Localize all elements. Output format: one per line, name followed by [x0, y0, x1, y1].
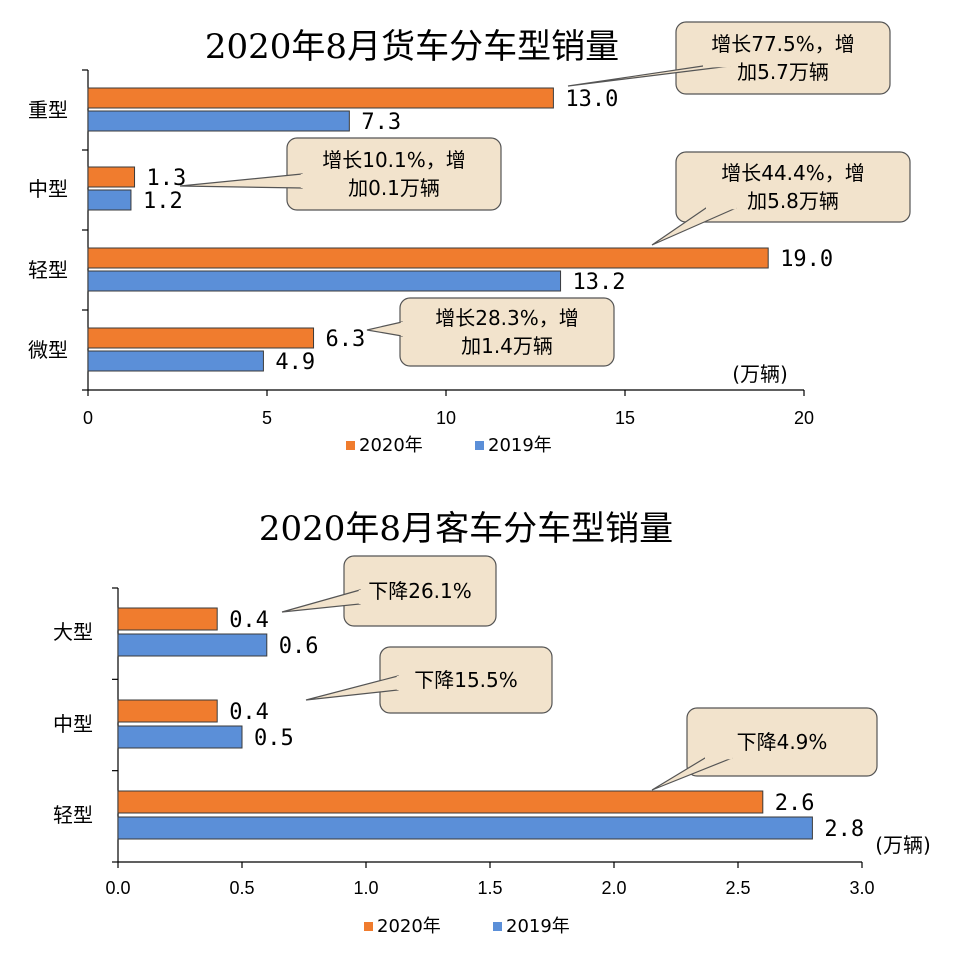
category-label: 重型	[28, 98, 68, 122]
legend-swatch	[493, 922, 502, 931]
chart-title: 2020年8月货车分车型销量	[205, 27, 619, 67]
bar-2020	[87, 87, 554, 109]
data-label: 19.0	[780, 247, 833, 272]
x-tick-label: 2.0	[601, 878, 626, 898]
category-label: 中型	[53, 712, 93, 736]
x-tick-label: 0	[83, 408, 93, 428]
category-label: 中型	[28, 177, 68, 201]
bar-2020	[87, 247, 769, 269]
data-label: 4.9	[275, 350, 315, 375]
callout: 下降4.9%	[651, 707, 878, 791]
bar-2020	[87, 327, 315, 349]
callout: 增长77.5%，增加5.7万辆	[567, 21, 891, 95]
data-label: 0.5	[254, 726, 294, 751]
bar-2019	[87, 350, 264, 372]
callout-text: 增长44.4%，增	[721, 161, 865, 185]
bar-2020	[87, 166, 136, 188]
callout-text: 加0.1万辆	[348, 176, 440, 200]
callout-box	[675, 21, 891, 95]
unit-label: (万辆)	[732, 362, 788, 386]
bus-sales-chart: 2020年8月客车分车型销量 0.0 0.5 1.0 1.5 2.0 2.5 3.0 大型中型轻…	[53, 509, 931, 937]
bar-2019	[117, 633, 268, 657]
data-label: 2.8	[824, 817, 864, 842]
legend-swatch	[475, 441, 484, 450]
data-label: 0.4	[229, 608, 269, 633]
legend-label: 2020年	[377, 916, 441, 937]
x-tick-label: 5	[262, 408, 272, 428]
data-label: 2.6	[775, 791, 815, 816]
callout: 下降15.5%	[305, 646, 553, 714]
callout-box	[686, 707, 878, 777]
data-label: 13.2	[573, 270, 626, 295]
data-label: 1.3	[147, 166, 187, 191]
data-label: 7.3	[361, 110, 401, 135]
callout-pointer	[366, 321, 403, 337]
x-tick-label: 1.0	[353, 878, 378, 898]
x-tick-label: 0.5	[229, 878, 254, 898]
x-tick-label: 0.0	[105, 878, 130, 898]
data-label: 6.3	[326, 327, 366, 352]
data-label: 0.4	[229, 700, 269, 725]
x-tick-label: 15	[615, 408, 635, 428]
callout-box	[286, 137, 502, 211]
callout-box	[379, 646, 553, 714]
legend-swatch	[364, 922, 373, 931]
callout-text: 下降15.5%	[414, 668, 518, 692]
bar-2019	[117, 725, 243, 749]
category-label: 轻型	[28, 258, 68, 282]
bar-2020	[117, 699, 218, 723]
bar-2019	[87, 189, 132, 211]
x-tick-label: 10	[436, 408, 456, 428]
callout-text: 加1.4万辆	[461, 334, 553, 358]
callout-text: 下降26.1%	[368, 579, 472, 603]
callout-text: 增长10.1%，增	[322, 148, 466, 172]
bar-2020	[117, 607, 218, 631]
callout-pointer	[179, 173, 303, 189]
x-tick-label: 2.5	[725, 878, 750, 898]
legend-label: 2020年	[359, 435, 423, 456]
bar-2020	[117, 790, 764, 814]
callout: 增长28.3%，增加1.4万辆	[366, 297, 615, 367]
callout: 增长44.4%，增加5.8万辆	[651, 151, 911, 246]
chart-title: 2020年8月客车分车型销量	[259, 509, 673, 549]
category-label: 微型	[28, 338, 68, 362]
legend-swatch	[346, 441, 355, 450]
bar-2019	[117, 816, 813, 840]
category-label: 大型	[53, 620, 93, 644]
callout: 增长10.1%，增加0.1万辆	[179, 137, 502, 211]
callout: 下降26.1%	[281, 555, 497, 627]
callout-text: 增长28.3%，增	[435, 306, 579, 330]
callout-box	[675, 151, 911, 223]
callout-text: 增长77.5%，增	[711, 32, 855, 56]
x-tick-label: 1.5	[477, 878, 502, 898]
callout-text: 加5.7万辆	[737, 60, 829, 84]
callout-text: 加5.8万辆	[747, 189, 839, 213]
legend-label: 2019年	[506, 916, 570, 937]
unit-label: (万辆)	[875, 833, 931, 857]
category-label: 轻型	[53, 803, 93, 827]
legend-label: 2019年	[488, 435, 552, 456]
callout-text: 下降4.9%	[737, 730, 828, 754]
data-label: 13.0	[565, 87, 618, 112]
x-tick-label: 3.0	[849, 878, 874, 898]
bar-2019	[87, 110, 350, 132]
data-label: 0.6	[279, 634, 319, 659]
x-tick-label: 20	[794, 408, 814, 428]
bar-2019	[87, 270, 562, 292]
data-label: 1.2	[143, 189, 183, 214]
callout-box	[343, 555, 497, 627]
